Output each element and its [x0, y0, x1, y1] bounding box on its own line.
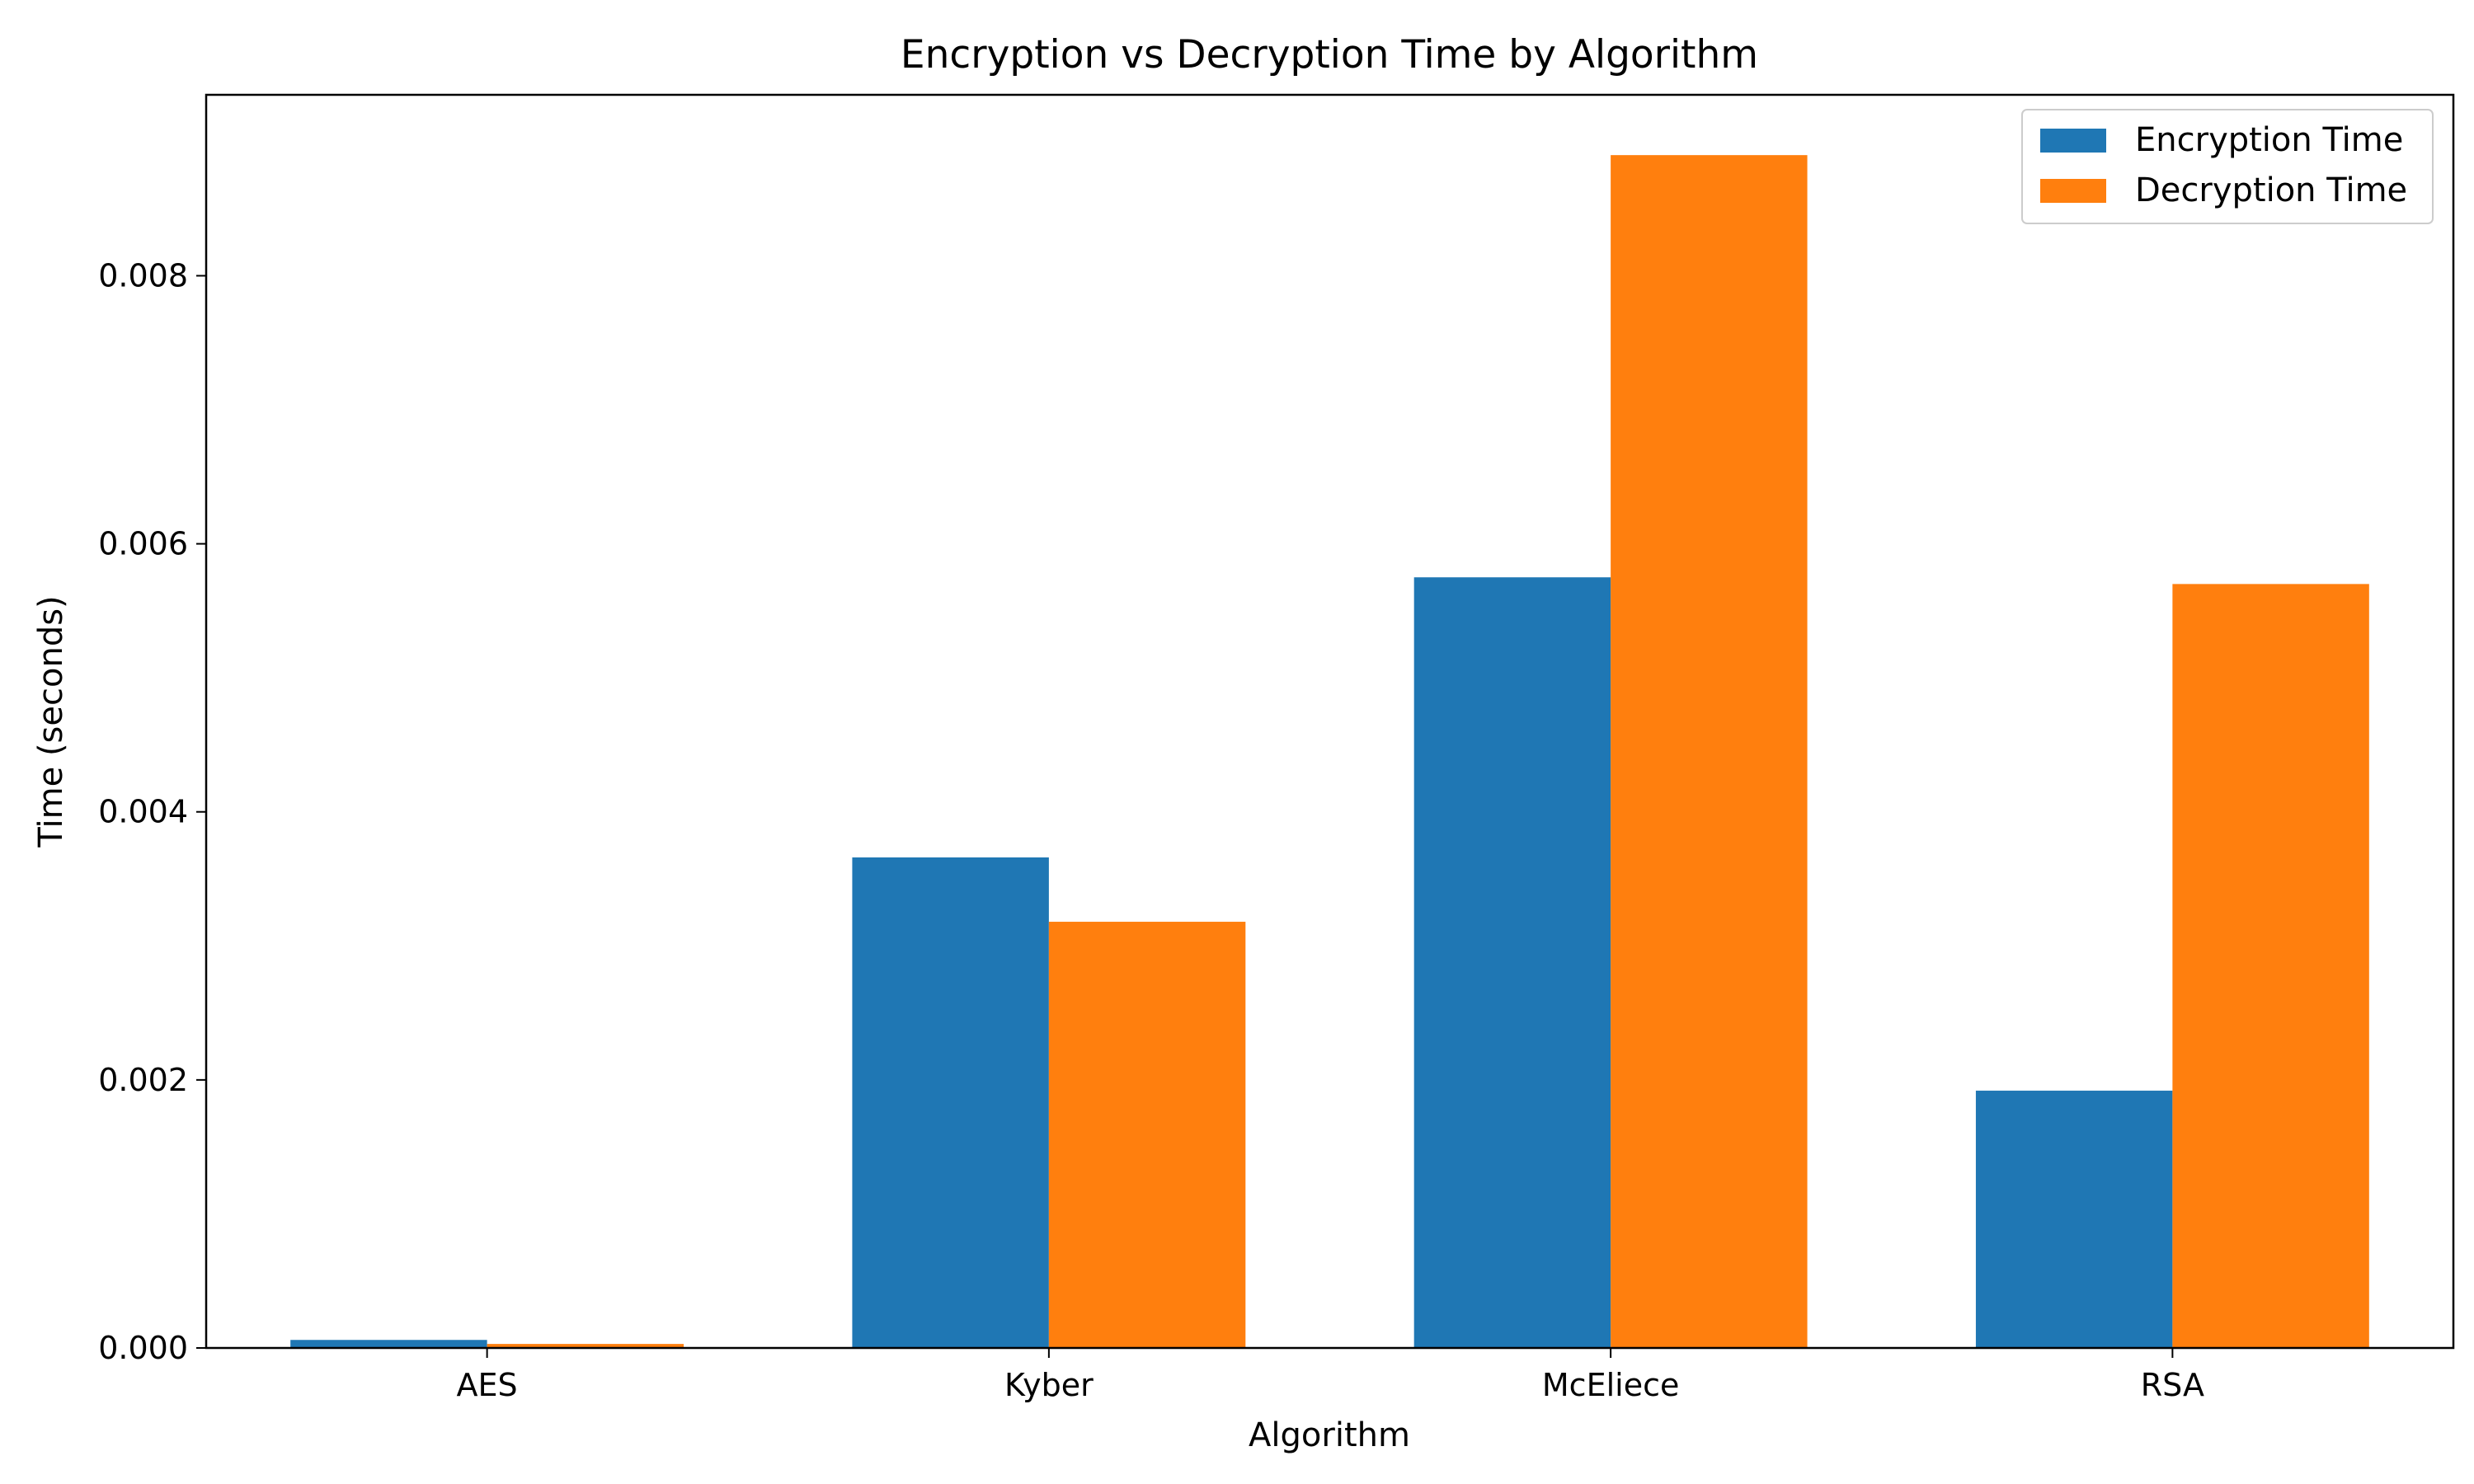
- x-tick-label-aes: AES: [457, 1367, 518, 1403]
- plot-area-frame: [205, 93, 2455, 1350]
- bar-decryption-time-kyber: [1048, 922, 1246, 1348]
- y-tick-label: 0.004: [98, 794, 188, 830]
- bar-encryption-time-mceliece: [1413, 577, 1611, 1348]
- legend-label-encryption: Encryption Time: [2135, 121, 2403, 159]
- y-tick-label: 0.002: [98, 1062, 188, 1098]
- legend-label-decryption: Decryption Time: [2135, 171, 2407, 209]
- y-tick-label: 0.000: [98, 1330, 188, 1366]
- bar-encryption-time-aes: [290, 1340, 487, 1348]
- legend-swatch-encryption: [2040, 129, 2106, 153]
- axis-ticks: AES Kyber McEliece RSA 0.000 0.002 0.004 0.006 0…: [98, 257, 2204, 1403]
- bar-decryption-time-rsa: [2172, 584, 2369, 1348]
- bar-encryption-time-kyber: [852, 857, 1049, 1348]
- x-tick-label-kyber: Kyber: [1004, 1367, 1094, 1403]
- legend-swatch-decryption: [2040, 179, 2106, 203]
- x-axis-label: Algorithm: [1249, 1416, 1410, 1454]
- bar-encryption-time-rsa: [1975, 1090, 2173, 1348]
- legend-frame: [2021, 109, 2434, 224]
- legend: Encryption Time Decryption Time: [2021, 109, 2434, 224]
- bars: [290, 155, 2369, 1349]
- x-tick-label-mceliece: McEliece: [1542, 1367, 1679, 1403]
- y-axis-label: Time (seconds): [32, 595, 70, 848]
- y-tick-label: 0.006: [98, 526, 188, 562]
- y-tick-label: 0.008: [98, 257, 188, 294]
- chart-title: Encryption vs Decryption Time by Algorit…: [901, 32, 1758, 77]
- x-tick-label-rsa: RSA: [2141, 1367, 2204, 1403]
- bar-decryption-time-aes: [487, 1344, 684, 1348]
- bar-decryption-time-mceliece: [1611, 155, 1808, 1349]
